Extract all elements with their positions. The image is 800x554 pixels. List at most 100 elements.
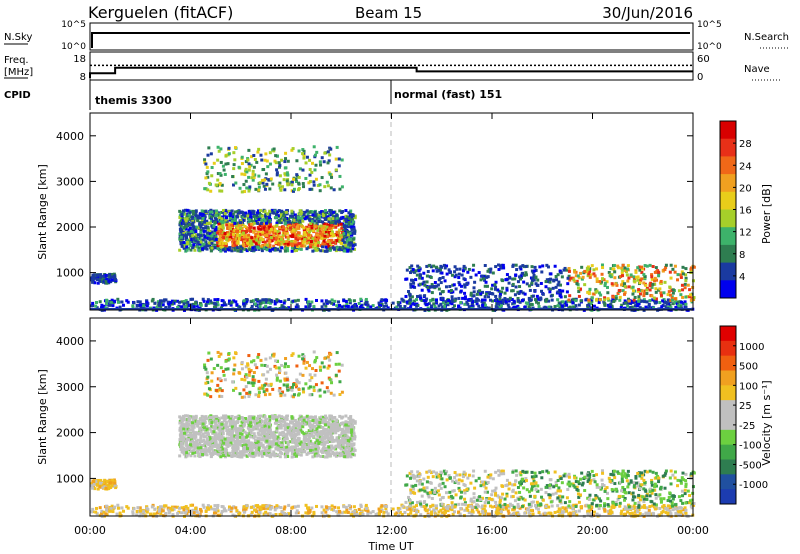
data-cell [466, 508, 470, 512]
data-cell [619, 306, 623, 310]
data-cell [352, 225, 356, 229]
data-cell [527, 296, 531, 300]
data-cell [210, 174, 214, 178]
data-cell [188, 210, 192, 214]
data-cell [218, 234, 222, 238]
data-cell [486, 269, 490, 273]
data-cell [640, 267, 644, 271]
data-cell [308, 173, 312, 177]
data-cell [330, 504, 334, 508]
data-cell [176, 505, 180, 509]
data-cell [242, 299, 246, 303]
data-cell [625, 301, 629, 305]
data-cell [521, 291, 525, 295]
data-cell [267, 298, 271, 302]
data-cell [530, 269, 534, 273]
data-cell [287, 217, 291, 221]
data-cell [259, 301, 263, 305]
data-cell [250, 248, 254, 252]
data-cell [351, 247, 355, 251]
data-cell [310, 219, 314, 223]
data-cell [496, 302, 500, 306]
data-cell [262, 167, 266, 171]
data-cell [94, 510, 98, 514]
data-cell [270, 505, 274, 509]
data-cell [218, 242, 222, 246]
data-cell [190, 445, 194, 449]
data-cell [241, 244, 245, 248]
data-cell [272, 147, 276, 151]
data-cell [475, 302, 479, 306]
data-cell [257, 243, 261, 247]
data-cell [225, 233, 229, 237]
data-cell [96, 281, 100, 285]
data-cell [203, 158, 207, 162]
data-cell [132, 301, 136, 305]
data-cell [178, 214, 182, 218]
data-cell [353, 513, 357, 517]
data-cell [377, 301, 381, 305]
data-cell [610, 273, 614, 277]
data-cell [265, 227, 269, 231]
data-cell [602, 278, 606, 282]
data-cell [145, 304, 149, 308]
data-cell [481, 509, 485, 513]
data-cell [203, 160, 207, 164]
data-cell [602, 300, 606, 304]
data-cell [277, 235, 281, 239]
data-cell [293, 213, 297, 217]
data-cell [216, 303, 220, 307]
data-cell [449, 290, 453, 294]
data-cell [320, 505, 324, 509]
data-cell [479, 278, 483, 282]
data-cell [218, 225, 222, 229]
data-cell [457, 272, 461, 276]
data-cell [309, 245, 313, 249]
data-cell [534, 275, 538, 279]
data-cell [586, 306, 590, 310]
data-cell [109, 280, 113, 284]
data-cell [334, 233, 338, 237]
data-cell [275, 247, 279, 251]
data-cell [189, 232, 193, 236]
data-cell [558, 269, 562, 273]
data-cell [325, 225, 329, 229]
data-cell [380, 508, 384, 512]
data-cell [443, 279, 447, 283]
data-cell [308, 241, 312, 245]
data-cell [407, 290, 411, 294]
data-cell [637, 508, 641, 512]
data-cell [185, 238, 189, 242]
data-cell [301, 219, 305, 223]
data-cell [556, 283, 560, 287]
data-cell [615, 283, 619, 287]
data-cell [630, 511, 634, 515]
data-cell [516, 280, 520, 284]
data-cell [178, 209, 182, 213]
data-cell [403, 510, 407, 514]
data-cell [91, 280, 95, 284]
data-cell [268, 223, 272, 227]
data-cell [676, 512, 680, 516]
data-cell [210, 507, 214, 511]
data-cell [575, 513, 579, 517]
data-cell [131, 510, 135, 514]
data-cell [311, 213, 315, 217]
data-cell [338, 174, 342, 178]
data-cell [296, 244, 300, 248]
data-cell [571, 301, 575, 305]
power-ytick: 2000 [56, 221, 84, 234]
data-cell [384, 507, 388, 511]
data-cell [272, 244, 276, 248]
data-cell [536, 297, 540, 301]
data-cell [222, 209, 226, 213]
data-cell [295, 159, 299, 163]
data-cell [457, 276, 461, 280]
data-cell [505, 288, 509, 292]
data-cell [254, 304, 258, 308]
data-cell [95, 274, 99, 278]
data-cell [239, 247, 243, 251]
data-cell [626, 510, 630, 514]
data-cell [283, 217, 287, 221]
data-cell [183, 226, 187, 230]
